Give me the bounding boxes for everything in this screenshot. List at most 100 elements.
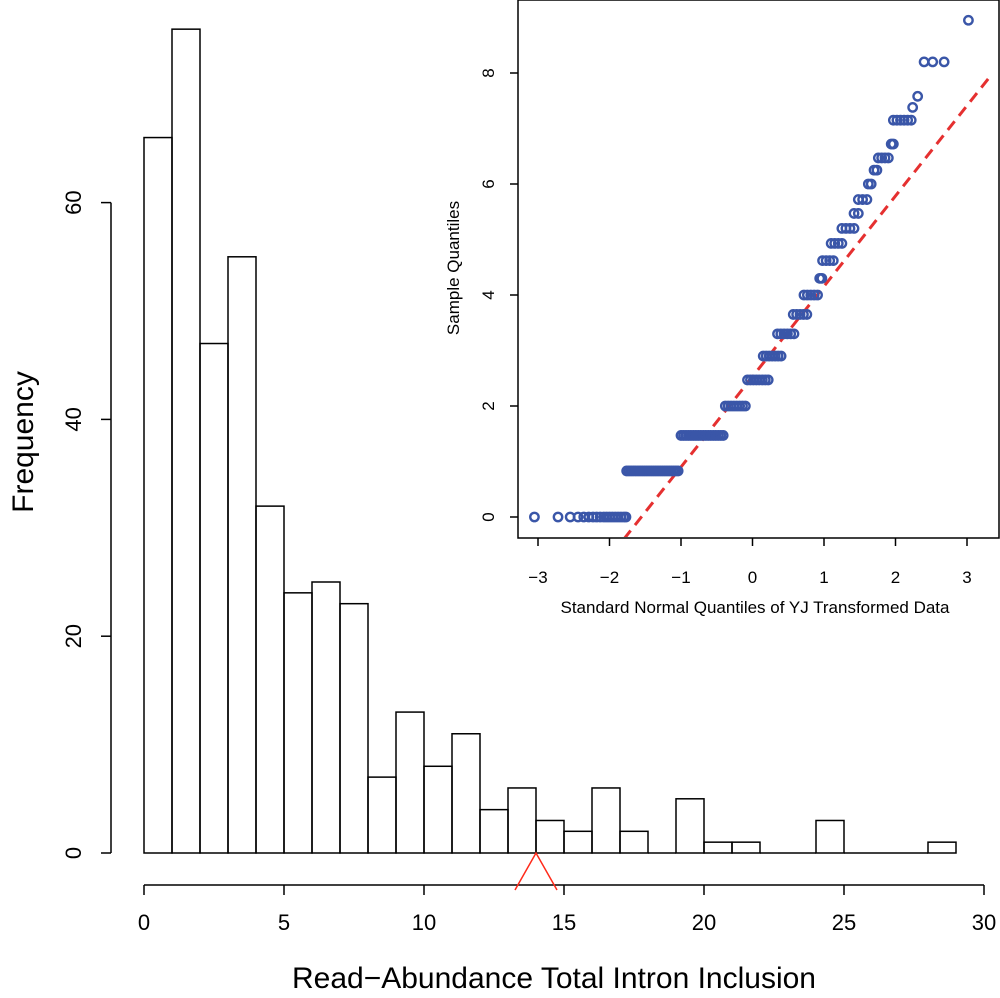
histogram-bar xyxy=(591,787,621,854)
qq-point xyxy=(907,102,919,113)
qq-y-axis-title: Sample Quantiles xyxy=(444,201,463,335)
qq-point xyxy=(529,511,540,523)
histogram-bar xyxy=(339,602,369,854)
qq-point xyxy=(717,430,729,441)
qq-point xyxy=(552,511,564,523)
histogram-bar xyxy=(619,830,649,854)
qq-x-tick-label: 3 xyxy=(962,568,971,587)
qq-point xyxy=(787,309,799,320)
histogram-bar xyxy=(255,505,285,854)
qq-point xyxy=(887,114,899,126)
qq-point xyxy=(829,237,841,249)
marker-arrow-head xyxy=(514,851,558,891)
histogram-bar xyxy=(563,830,593,854)
qq-point xyxy=(812,289,823,301)
qq-point xyxy=(865,178,877,190)
qq-point xyxy=(848,208,860,219)
histogram-bar xyxy=(283,592,313,854)
qq-x-tick-label: 2 xyxy=(891,568,900,587)
qq-point xyxy=(898,114,910,126)
qq-point xyxy=(882,152,894,164)
qq-point xyxy=(825,237,837,249)
histogram-x-tick-label: 5 xyxy=(278,910,290,935)
histogram-bar xyxy=(423,765,453,854)
qq-point xyxy=(861,194,873,205)
histogram-bar xyxy=(731,841,761,854)
histogram-bar xyxy=(311,581,341,854)
histogram-x-tick-label: 30 xyxy=(972,910,996,935)
qq-x-tick-label: 0 xyxy=(748,568,757,587)
qq-point xyxy=(871,164,883,176)
qq-reference-dashed-line xyxy=(623,77,990,537)
qq-point xyxy=(895,114,906,126)
qq-point xyxy=(824,255,836,266)
qq-point xyxy=(620,511,632,523)
histogram-x-tick-label: 0 xyxy=(138,910,150,935)
qq-point xyxy=(827,255,839,266)
histogram-bar xyxy=(479,808,509,854)
qq-point xyxy=(788,328,800,340)
qq-x-tick-label: 1 xyxy=(819,568,828,587)
histogram-bar xyxy=(227,256,257,854)
qq-point xyxy=(938,56,950,68)
qq-point xyxy=(852,208,864,219)
histogram-y-axis-title: Frequency xyxy=(7,371,40,513)
qq-point xyxy=(820,255,832,266)
qq-reference-line xyxy=(623,77,990,537)
qq-point xyxy=(801,309,813,320)
histogram-x-tick-label: 10 xyxy=(412,910,436,935)
qq-point xyxy=(848,222,860,234)
histogram-bar xyxy=(171,28,201,854)
histogram-bar xyxy=(395,711,425,854)
qq-point xyxy=(857,194,869,205)
qq-point xyxy=(672,465,684,477)
qq-point xyxy=(798,289,810,301)
qq-point xyxy=(775,350,787,362)
qq-point xyxy=(591,511,603,523)
qq-plot-panel xyxy=(517,0,1000,539)
qq-point xyxy=(963,14,974,26)
qq-point xyxy=(762,374,774,386)
qq-point xyxy=(836,237,848,249)
histogram-bars xyxy=(143,28,957,854)
histogram-bar xyxy=(199,342,229,854)
qq-plot-axes: −3 −2 −1 0 1 2 3 0 2 4 6 8 xyxy=(479,68,972,587)
qq-point xyxy=(739,400,751,412)
qq-point xyxy=(791,309,803,320)
qq-points xyxy=(529,14,974,523)
histogram-y-tick-label: 20 xyxy=(61,624,86,648)
histogram-y-tick-label: 0 xyxy=(61,847,86,859)
histogram-marker-arrow xyxy=(514,851,558,891)
histogram-bar xyxy=(675,798,705,854)
histogram-bar xyxy=(367,776,397,854)
qq-point xyxy=(805,289,817,301)
qq-point xyxy=(912,90,924,102)
histogram-bar xyxy=(815,819,845,854)
qq-point xyxy=(816,272,828,284)
qq-point xyxy=(905,114,917,126)
histogram-x-tick-label: 20 xyxy=(692,910,716,935)
histogram-x-axis-title: Read−Abundance Total Intron Inclusion xyxy=(292,962,816,995)
qq-y-tick-label: 6 xyxy=(479,179,498,188)
qq-point xyxy=(587,511,599,523)
qq-point xyxy=(844,222,856,234)
qq-x-axis-title: Standard Normal Quantiles of YJ Transfor… xyxy=(561,598,951,617)
histogram-bar xyxy=(927,841,957,854)
qq-x-tick-label: −2 xyxy=(600,568,619,587)
qq-point xyxy=(887,138,899,150)
qq-point xyxy=(832,237,844,249)
histogram-bar xyxy=(703,841,733,854)
histogram-x-tick-label: 25 xyxy=(832,910,856,935)
histogram-bar xyxy=(451,733,481,854)
qq-point xyxy=(817,255,828,266)
histogram-bar xyxy=(143,136,173,854)
histogram-bar xyxy=(507,787,537,854)
qq-point xyxy=(927,56,939,68)
qq-y-tick-label: 8 xyxy=(479,68,498,77)
qq-y-tick-label: 2 xyxy=(479,401,498,410)
qq-x-tick-label: −1 xyxy=(671,568,690,587)
qq-point xyxy=(794,309,806,320)
histogram-bar xyxy=(535,819,565,854)
